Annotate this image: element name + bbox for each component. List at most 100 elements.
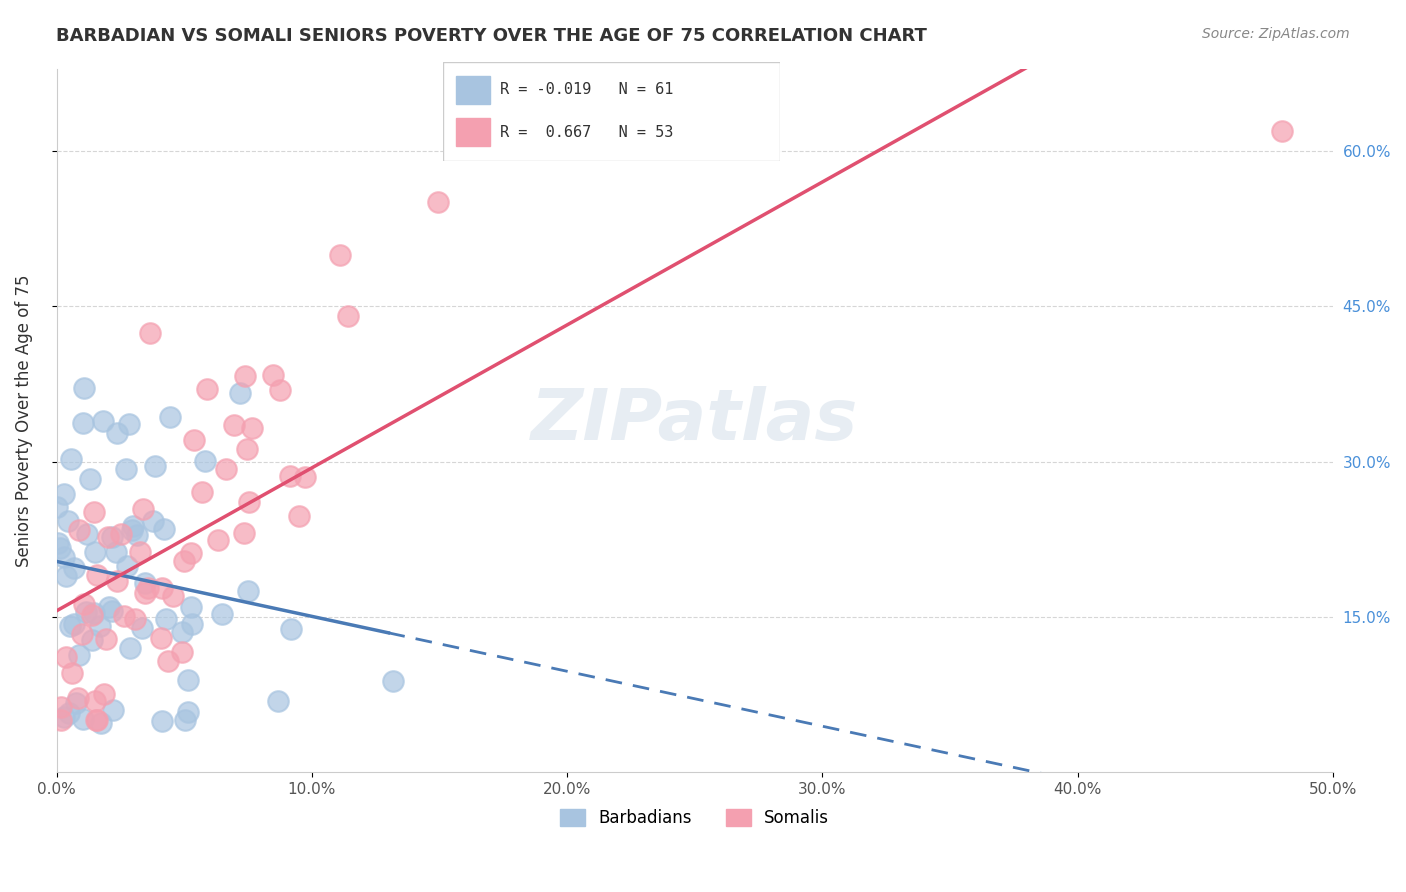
Point <box>176 705 198 719</box>
Point <box>73 597 96 611</box>
Point <box>240 420 263 434</box>
Point <box>79 472 101 486</box>
Point <box>90 716 112 731</box>
Point <box>80 608 103 623</box>
Point <box>236 584 259 599</box>
Point <box>51 714 73 728</box>
Point <box>143 458 166 473</box>
Point <box>155 611 177 625</box>
Point <box>86 714 108 728</box>
Point <box>1271 123 1294 137</box>
Point <box>105 545 128 559</box>
Point <box>224 418 246 433</box>
Point <box>173 714 195 728</box>
Point <box>159 410 181 425</box>
Point <box>49 541 72 555</box>
Point <box>233 526 256 541</box>
Point <box>70 626 93 640</box>
Point <box>156 654 179 668</box>
Point <box>132 502 155 516</box>
Point <box>131 621 153 635</box>
Point <box>105 574 128 589</box>
Point <box>124 612 146 626</box>
Point <box>280 622 302 636</box>
Bar <box>457 119 491 145</box>
Point <box>262 368 284 383</box>
Point <box>150 581 173 595</box>
Point <box>118 417 141 431</box>
Point <box>170 625 193 640</box>
Point <box>134 586 156 600</box>
Point <box>162 589 184 603</box>
Point <box>86 568 108 582</box>
Point <box>100 604 122 618</box>
Point <box>115 559 138 574</box>
Point <box>76 526 98 541</box>
Point <box>153 522 176 536</box>
Point <box>75 605 97 619</box>
Point <box>100 530 122 544</box>
Point <box>207 533 229 547</box>
Point <box>52 549 75 564</box>
Point <box>173 554 195 568</box>
Point <box>51 700 73 714</box>
Point <box>53 487 76 501</box>
Point <box>84 714 107 728</box>
Point <box>336 309 359 323</box>
Point <box>121 523 143 537</box>
Point <box>62 616 84 631</box>
Point <box>149 631 172 645</box>
Point <box>83 694 105 708</box>
Point <box>67 648 90 662</box>
Point <box>381 673 404 688</box>
Point <box>52 710 75 724</box>
Point <box>294 470 316 484</box>
Point <box>45 500 67 514</box>
Point <box>97 530 120 544</box>
Point <box>152 714 174 728</box>
Point <box>110 527 132 541</box>
Point <box>73 381 96 395</box>
FancyBboxPatch shape <box>443 62 780 161</box>
Point <box>180 616 202 631</box>
Point <box>67 523 90 537</box>
Point <box>195 383 218 397</box>
Point <box>65 697 87 711</box>
Point <box>83 545 105 559</box>
Point <box>278 468 301 483</box>
Point <box>55 650 77 665</box>
Point <box>67 690 90 705</box>
Point <box>180 600 202 615</box>
Point <box>136 581 159 595</box>
Point <box>236 442 259 456</box>
Point <box>238 495 260 509</box>
Point <box>329 248 352 262</box>
Point <box>191 484 214 499</box>
Point <box>215 462 238 476</box>
Point <box>129 544 152 558</box>
Point <box>172 645 194 659</box>
Point <box>101 703 124 717</box>
Point <box>269 383 291 397</box>
Point <box>83 505 105 519</box>
Point <box>72 712 94 726</box>
Point <box>83 607 105 621</box>
Point <box>139 326 162 340</box>
Point <box>112 609 135 624</box>
Point <box>288 509 311 524</box>
Text: R =  0.667   N = 53: R = 0.667 N = 53 <box>501 125 673 140</box>
Point <box>183 433 205 447</box>
Point <box>211 607 233 621</box>
Point <box>122 519 145 533</box>
Point <box>115 461 138 475</box>
Point <box>120 641 142 656</box>
Point <box>125 528 148 542</box>
Point <box>266 694 288 708</box>
Point <box>94 632 117 647</box>
Text: R = -0.019   N = 61: R = -0.019 N = 61 <box>501 82 673 97</box>
Point <box>177 673 200 687</box>
Point <box>62 665 84 680</box>
Point <box>59 619 82 633</box>
Point <box>59 452 82 467</box>
Point <box>91 414 114 428</box>
